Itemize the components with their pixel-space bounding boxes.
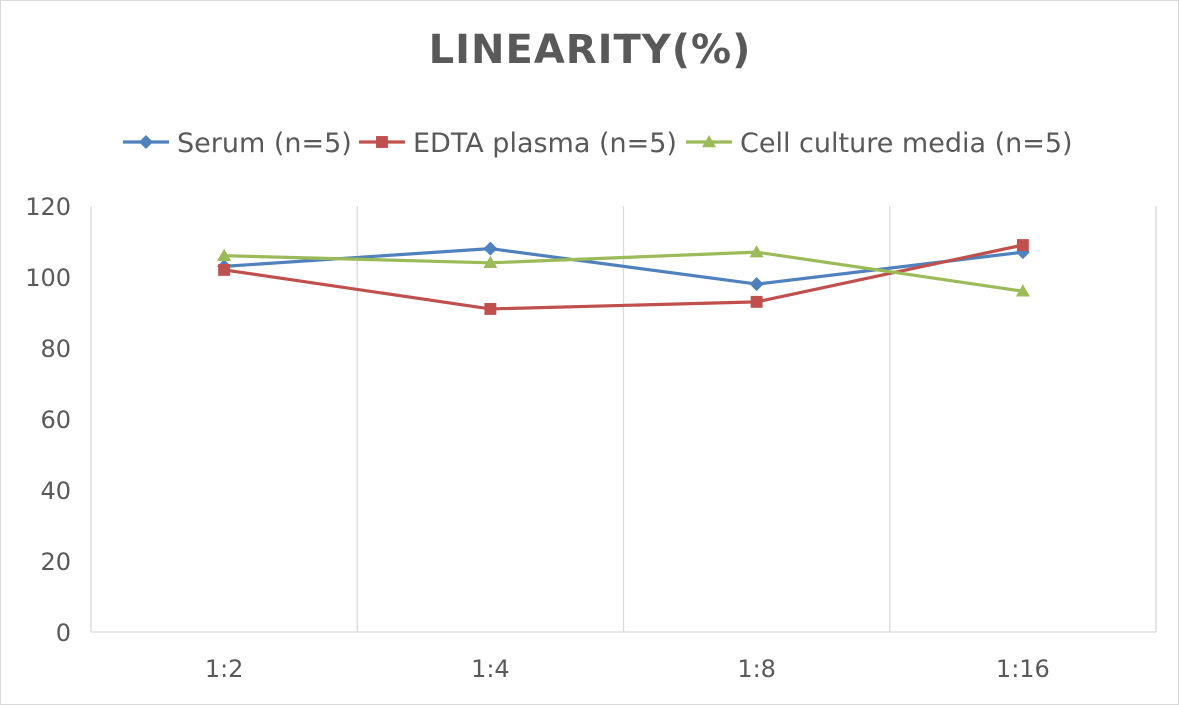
series	[217, 245, 1030, 297]
y-tick-label: 40	[40, 477, 71, 505]
legend-label: Serum (n=5)	[177, 128, 352, 159]
y-axis-ticks: 0 20 40 60 80 100 120	[25, 193, 71, 647]
grid	[90, 206, 1157, 633]
data-point-marker	[702, 135, 716, 148]
series	[218, 239, 1029, 315]
data-point-marker	[483, 255, 498, 269]
x-tick-label: 1:16	[996, 655, 1050, 683]
data-point-marker	[376, 136, 388, 148]
legend-entry: EDTA plasma (n=5)	[359, 128, 677, 159]
x-tick-label: 1:2	[205, 655, 244, 683]
data-point-marker	[483, 241, 498, 256]
legend-entry: Serum (n=5)	[123, 128, 352, 159]
series-line	[224, 250, 1024, 293]
series-line	[224, 247, 1024, 286]
series-layer	[217, 239, 1030, 315]
y-tick-label: 120	[25, 193, 71, 221]
legend-entry: Cell culture media (n=5)	[686, 128, 1073, 159]
series-line	[223, 243, 1024, 311]
x-axis-ticks: 1:2 1:4 1:8 1:16	[205, 655, 1050, 683]
data-point-marker	[218, 263, 231, 276]
data-point-marker	[749, 245, 764, 258]
y-tick-label: 20	[40, 548, 71, 576]
data-point-marker	[139, 135, 153, 149]
y-tick-label: 80	[40, 335, 71, 363]
legend-label: Cell culture media (n=5)	[740, 128, 1073, 159]
data-point-marker	[750, 295, 763, 308]
y-tick-label: 0	[56, 619, 71, 647]
x-tick-label: 1:8	[737, 655, 776, 683]
data-point-marker	[484, 303, 497, 315]
legend: Serum (n=5) EDTA plasma (n=5) Cell culture…	[123, 128, 1073, 159]
y-tick-label: 100	[25, 264, 71, 292]
x-tick-label: 1:4	[471, 655, 510, 683]
data-point-marker	[749, 277, 764, 292]
y-tick-label: 60	[40, 406, 71, 434]
chart-title: LINEARITY(%)	[429, 27, 752, 73]
legend-label: EDTA plasma (n=5)	[413, 128, 677, 159]
data-point-marker	[1015, 284, 1030, 297]
data-point-marker	[217, 248, 232, 261]
data-point-marker	[1016, 239, 1029, 251]
